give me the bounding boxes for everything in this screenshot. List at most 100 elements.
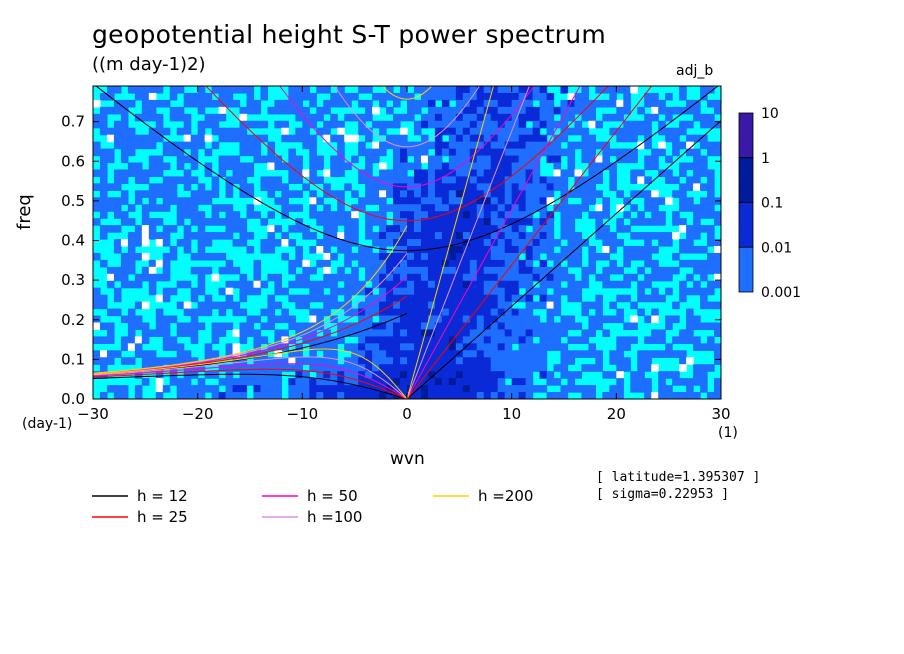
spectrum-cell	[693, 155, 701, 164]
spectrum-cell	[518, 385, 527, 393]
spectrum-cell	[330, 169, 338, 178]
spectrum-cell	[483, 350, 492, 358]
spectrum-cell	[434, 259, 443, 268]
spectrum-cell	[553, 183, 562, 191]
spectrum-cell	[372, 239, 380, 247]
spectrum-cell	[239, 329, 248, 337]
spectrum-cell	[330, 392, 338, 399]
spectrum-cell	[309, 99, 317, 108]
spectrum-cell	[246, 287, 255, 296]
spectrum-cell	[365, 148, 373, 157]
spectrum-cell	[253, 141, 262, 150]
spectrum-cell	[120, 357, 129, 365]
spectrum-cell	[581, 239, 590, 247]
spectrum-cell	[197, 99, 206, 108]
spectrum-cell	[672, 148, 680, 157]
spectrum-cell	[574, 245, 583, 254]
spectrum-cell	[476, 204, 485, 212]
spectrum-cell	[413, 127, 422, 136]
spectrum-cell	[630, 134, 638, 143]
spectrum-cell	[176, 211, 185, 219]
spectrum-cell	[595, 364, 603, 372]
spectrum-cell	[183, 204, 192, 212]
spectrum-cell	[623, 252, 631, 261]
spectrum-cell	[379, 169, 387, 178]
spectrum-cell	[441, 218, 450, 226]
spectrum-cell	[581, 266, 590, 275]
spectrum-cell	[295, 322, 303, 331]
spectrum-cell	[420, 218, 429, 226]
spectrum-cell	[246, 162, 255, 171]
spectrum-cell	[309, 141, 317, 150]
spectrum-cell	[644, 252, 652, 261]
spectrum-cell	[183, 99, 192, 108]
spectrum-cell	[232, 225, 241, 233]
spectrum-cell	[372, 176, 380, 184]
spectrum-cell	[232, 239, 241, 247]
spectrum-cell	[93, 99, 101, 108]
spectrum-cell	[225, 99, 234, 108]
spectrum-cell	[665, 176, 673, 184]
spectrum-cell	[679, 92, 687, 101]
spectrum-cell	[176, 392, 185, 399]
spectrum-cell	[665, 273, 673, 282]
spectrum-cell	[400, 155, 408, 164]
spectrum-cell	[372, 252, 380, 261]
spectrum-cell	[190, 287, 199, 296]
spectrum-cell	[434, 141, 443, 150]
spectrum-cell	[427, 218, 436, 226]
spectrum-cell	[490, 364, 499, 372]
spectrum-cell	[644, 245, 652, 254]
spectrum-cell	[686, 287, 694, 296]
spectrum-cell	[162, 141, 171, 150]
spectrum-cell	[365, 315, 373, 324]
spectrum-cell	[490, 301, 499, 310]
spectrum-cell	[420, 134, 429, 143]
spectrum-cell	[560, 113, 569, 122]
spectrum-cell	[358, 322, 366, 331]
spectrum-cell	[707, 266, 715, 275]
spectrum-cell	[679, 392, 687, 399]
spectrum-cell	[686, 232, 694, 240]
spectrum-cell	[260, 120, 269, 129]
spectrum-cell	[476, 86, 485, 94]
colorbar-segment	[738, 202, 754, 248]
spectrum-cell	[344, 294, 352, 303]
spectrum-cell	[344, 322, 352, 331]
spectrum-cell	[609, 357, 617, 365]
spectrum-cell	[476, 357, 485, 365]
spectrum-cell	[651, 336, 659, 344]
spectrum-cell	[190, 329, 199, 337]
spectrum-cell	[560, 350, 569, 358]
spectrum-cell	[295, 301, 303, 310]
spectrum-cell	[504, 99, 513, 108]
spectrum-cell	[588, 385, 596, 393]
spectrum-cell	[462, 329, 471, 337]
spectrum-cell	[511, 322, 520, 331]
spectrum-cell	[225, 190, 234, 198]
spectrum-cell	[490, 392, 499, 399]
spectrum-cell	[497, 371, 506, 379]
spectrum-cell	[365, 106, 373, 115]
spectrum-cell	[483, 252, 492, 261]
spectrum-cell	[141, 350, 150, 358]
spectrum-cell	[518, 176, 527, 184]
spectrum-cell	[532, 120, 541, 129]
spectrum-cell	[99, 301, 108, 310]
spectrum-cell	[420, 176, 429, 184]
spectrum-cell	[644, 273, 652, 282]
spectrum-cell	[581, 92, 590, 101]
spectrum-cell	[567, 315, 576, 324]
spectrum-cell	[134, 134, 143, 143]
spectrum-cell	[120, 120, 129, 129]
spectrum-cell	[665, 350, 673, 358]
spectrum-cell	[253, 273, 262, 282]
spectrum-cell	[553, 148, 562, 157]
spectrum-cell	[372, 280, 380, 289]
spectrum-cell	[441, 232, 450, 240]
spectrum-cell	[672, 392, 680, 399]
spectrum-cell	[539, 322, 548, 331]
spectrum-cell	[309, 392, 317, 399]
spectrum-cell	[497, 197, 506, 205]
spectrum-cell	[197, 190, 206, 198]
